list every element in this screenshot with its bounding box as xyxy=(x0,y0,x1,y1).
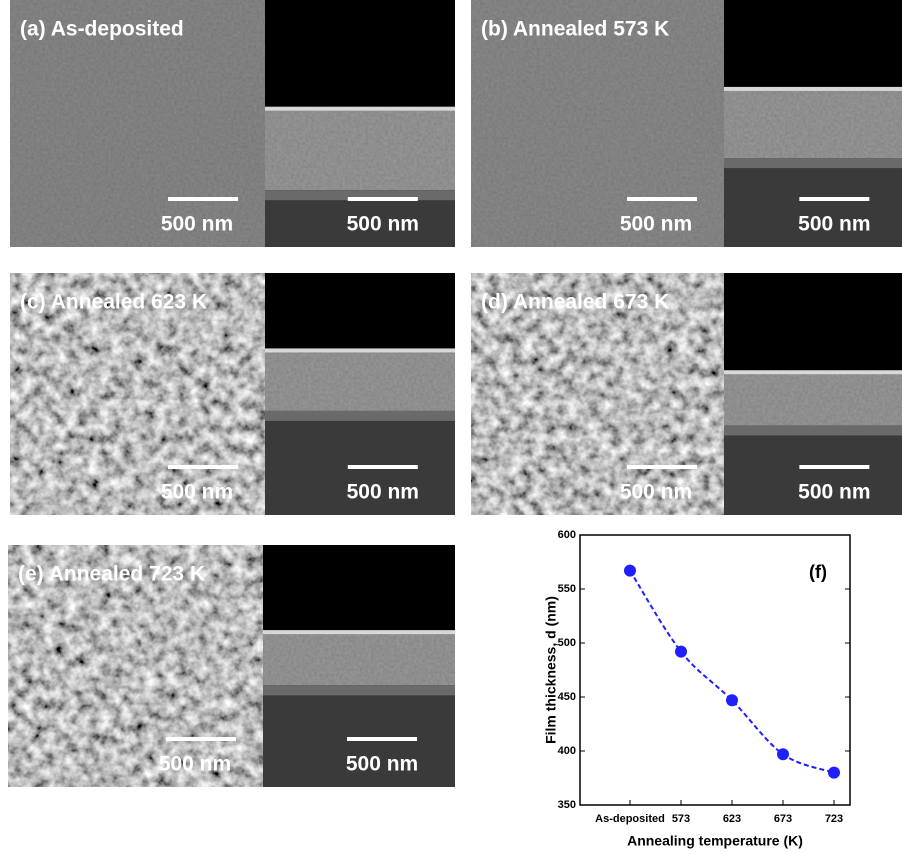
scale-bar-label: 500 nm xyxy=(798,213,870,236)
film-edge xyxy=(265,106,455,111)
sem-panel: (b) Annealed 573 K 500 nm 500 nm xyxy=(471,0,902,247)
substrate xyxy=(724,425,902,515)
substrate xyxy=(265,410,455,515)
film-edge xyxy=(263,630,455,635)
fit-curve xyxy=(629,570,835,774)
x-tick-label: 573 xyxy=(672,813,690,825)
y-tick-label: 550 xyxy=(558,583,576,595)
data-point xyxy=(828,766,840,779)
film-layer xyxy=(263,632,455,686)
plot-frame xyxy=(579,534,851,806)
sem-panel: (e) Annealed 723 K 500 nm 500 nm xyxy=(8,545,455,787)
x-tick-label: 673 xyxy=(774,813,792,825)
panel-label: (a) As-deposited xyxy=(20,18,184,41)
y-axis-label: Film thickness, d (nm) xyxy=(543,596,559,744)
scale-bar-label: 500 nm xyxy=(620,213,692,236)
data-point xyxy=(777,748,789,761)
x-axis-label: Annealing temperature (K) xyxy=(627,833,803,849)
y-tick-label: 500 xyxy=(558,637,576,649)
substrate-glow xyxy=(263,685,455,696)
substrate-glow xyxy=(265,190,455,201)
surface-image xyxy=(471,0,724,247)
scale-bar-label: 500 nm xyxy=(347,213,419,236)
y-tick-label: 600 xyxy=(558,529,576,541)
surface-image xyxy=(471,273,724,515)
film-layer xyxy=(724,88,902,159)
data-point xyxy=(726,694,738,707)
panel-label: (b) Annealed 573 K xyxy=(481,18,669,41)
x-tick-label: 623 xyxy=(723,813,741,825)
film-layer xyxy=(724,372,902,426)
y-tick-label: 350 xyxy=(558,799,576,811)
x-tick-label: 723 xyxy=(825,813,843,825)
film-edge xyxy=(724,370,902,375)
surface-image xyxy=(8,545,263,787)
scale-bar-label: 500 nm xyxy=(347,481,419,504)
scale-bar-label: 500 nm xyxy=(620,481,692,504)
substrate-glow xyxy=(265,410,455,421)
y-tick-label: 450 xyxy=(558,691,576,703)
panel-label: (e) Annealed 723 K xyxy=(18,563,205,586)
data-point xyxy=(624,564,636,577)
substrate xyxy=(724,158,902,247)
film-layer xyxy=(265,350,455,411)
film-edge xyxy=(724,86,902,91)
sem-panel: (a) As-deposited 500 nm 500 nm xyxy=(10,0,455,247)
scale-bar-label: 500 nm xyxy=(346,753,418,776)
scale-bar-label: 500 nm xyxy=(159,753,231,776)
substrate-glow xyxy=(724,425,902,436)
surface-image xyxy=(10,0,265,247)
annotation: (f) xyxy=(809,562,827,582)
film-layer xyxy=(265,108,455,191)
data-point xyxy=(675,645,687,658)
scale-bar-label: 500 nm xyxy=(161,213,233,236)
panel-label: (c) Annealed 623 K xyxy=(20,291,207,314)
film-edge xyxy=(265,348,455,353)
scale-bar-label: 500 nm xyxy=(161,481,233,504)
panel-label: (d) Annealed 673 K xyxy=(481,291,669,314)
sem-panel: (c) Annealed 623 K 500 nm 500 nm xyxy=(10,273,455,515)
substrate-glow xyxy=(724,158,902,169)
scale-bar-label: 500 nm xyxy=(798,481,870,504)
y-tick-label: 400 xyxy=(558,745,576,757)
surface-image xyxy=(10,273,265,515)
x-tick-label: As-deposited xyxy=(595,813,665,825)
sem-panel: (d) Annealed 673 K 500 nm 500 nm xyxy=(471,273,902,515)
substrate xyxy=(263,685,455,787)
